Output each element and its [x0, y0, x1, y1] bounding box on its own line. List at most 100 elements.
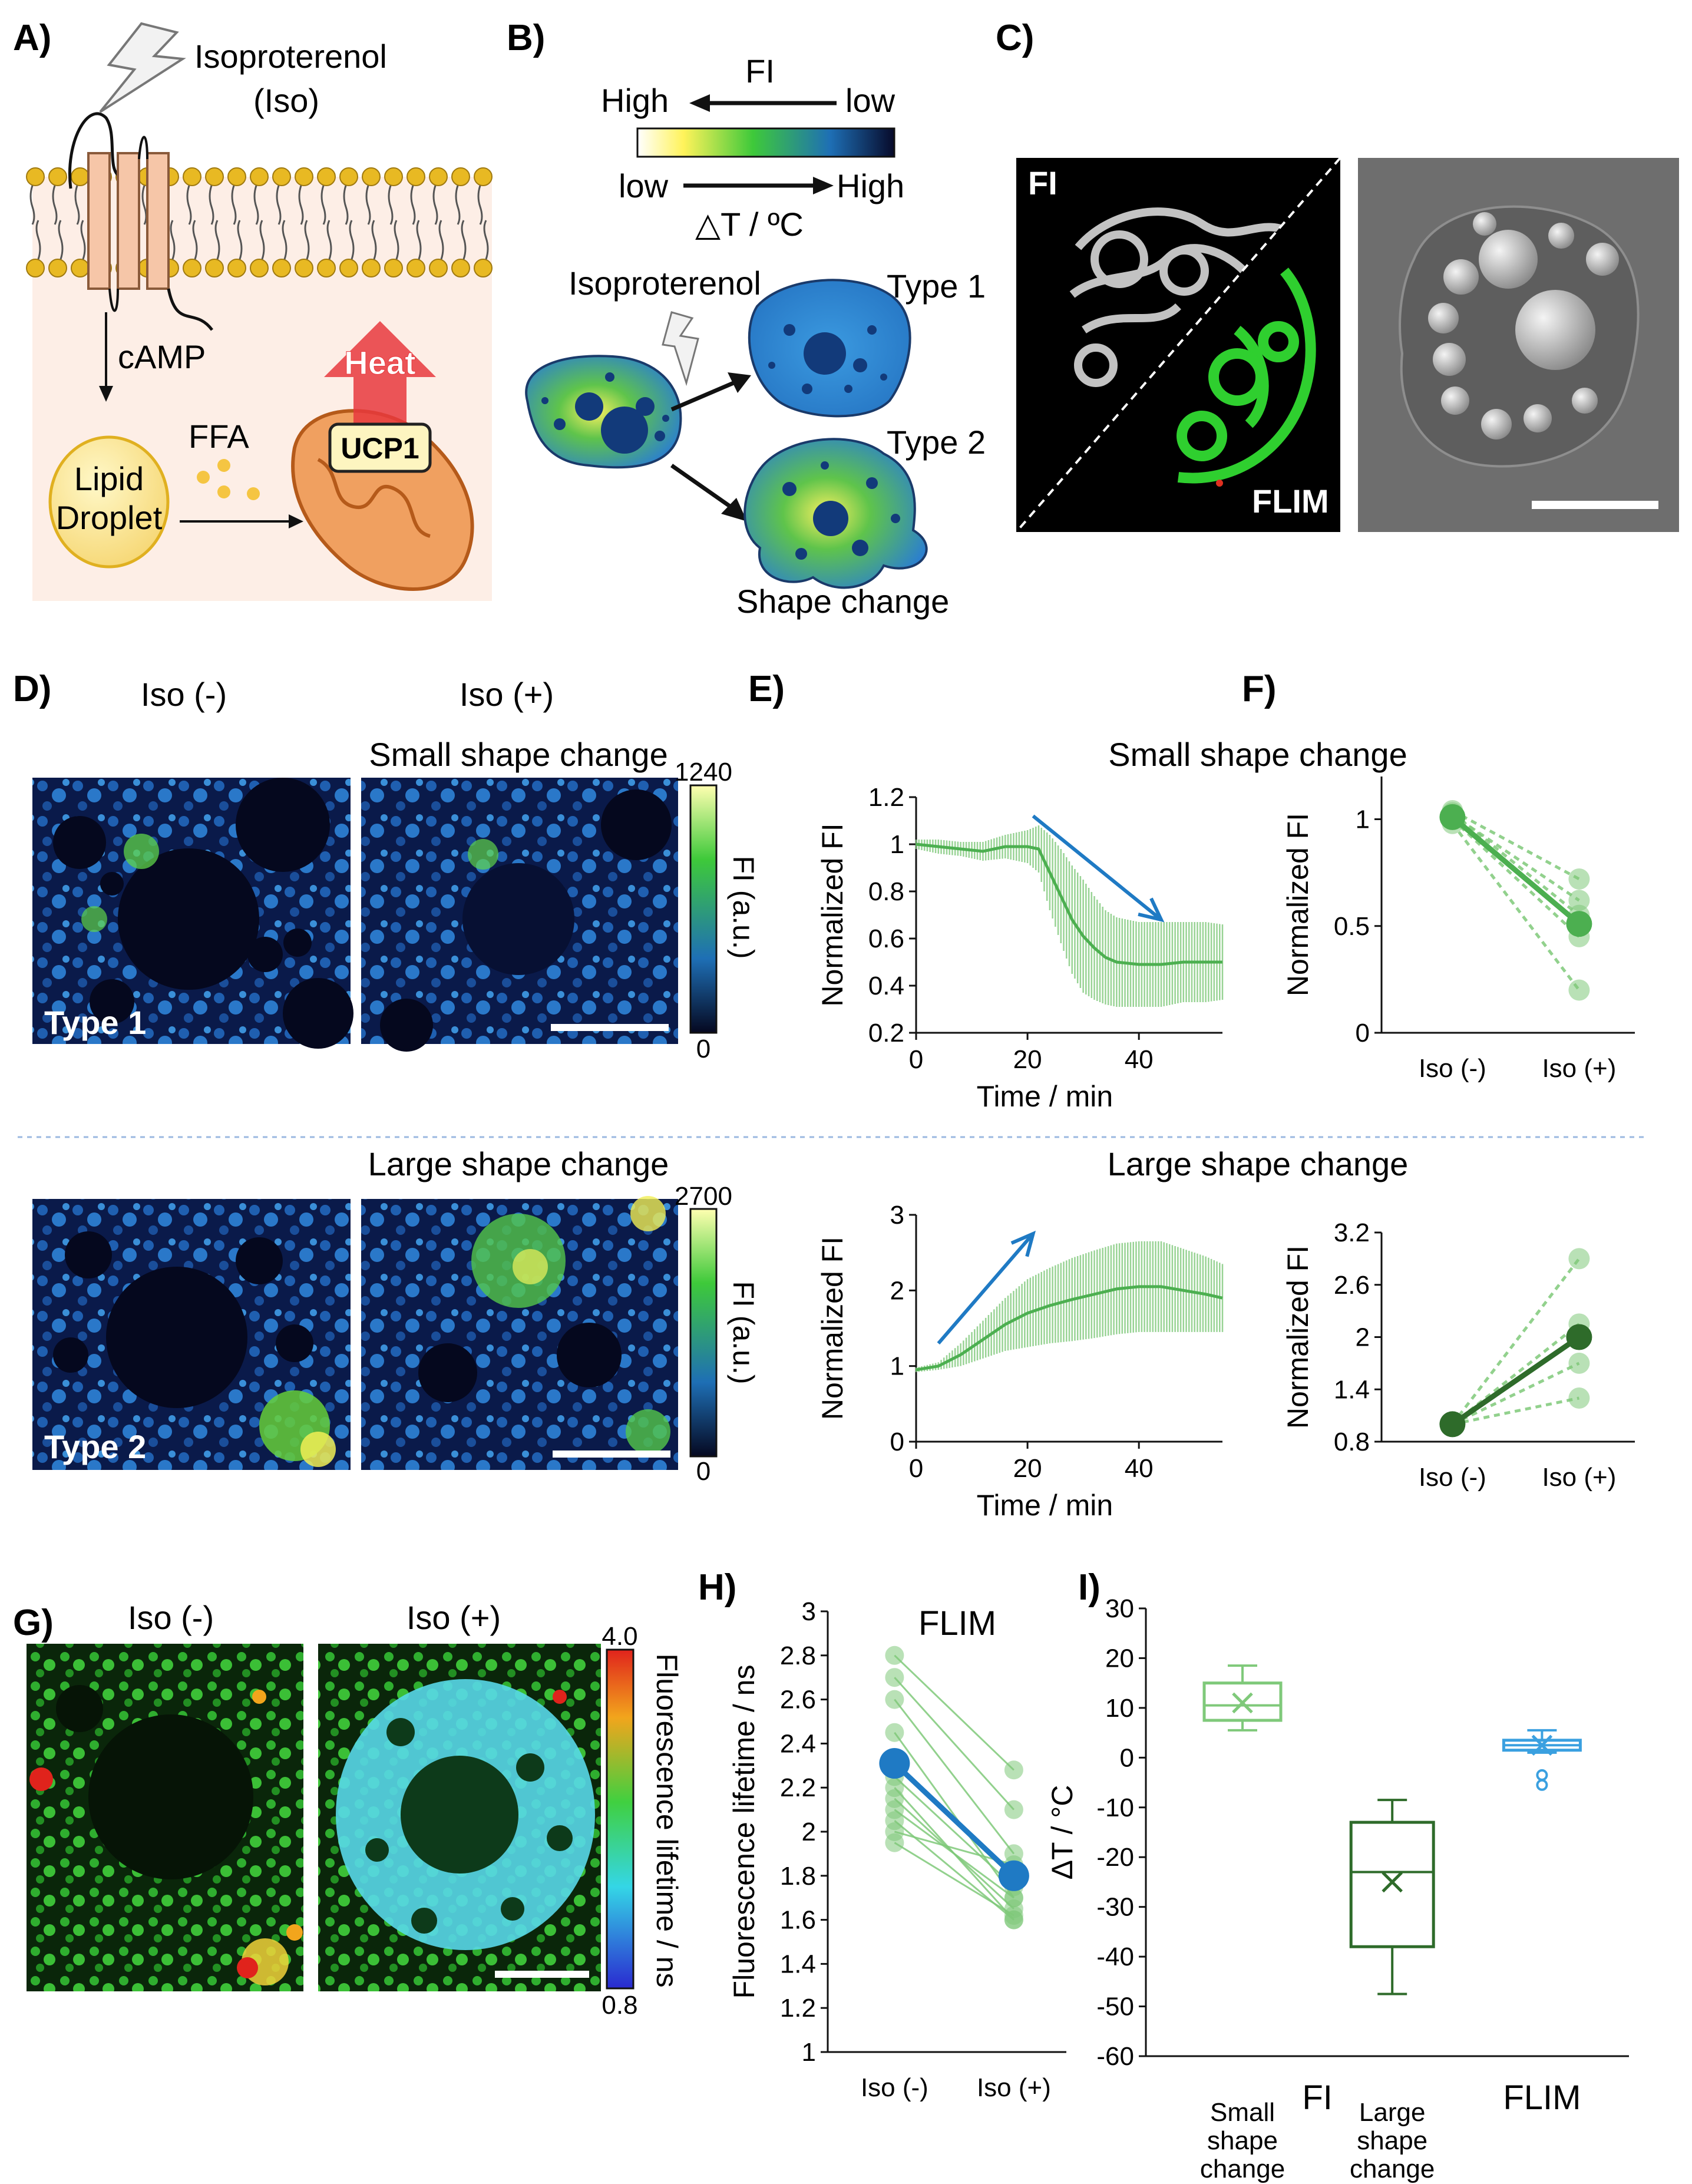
x-category-label: Iso (-): [861, 2073, 928, 2102]
lipid-tail: [74, 185, 80, 225]
y-tick-label: 1.8: [780, 1862, 816, 1891]
pair-line: [1451, 822, 1581, 992]
y-tick-label: 2.4: [780, 1729, 816, 1758]
lipid-tail: [186, 185, 192, 225]
x-tick-label: 40: [1125, 1454, 1154, 1483]
lipid-tail: [170, 220, 176, 260]
chart-f-bottom: 0.8 1.4 2 2.6 3.2 Normalized FI Iso (-) Iso (+): [1281, 1218, 1635, 1492]
delta-t-label: △T / ºC: [695, 206, 804, 243]
panel-g: G) Iso (-) Iso (+) 4.: [13, 1599, 683, 2020]
lipid-head: [295, 259, 313, 277]
panel-d-letter: D): [13, 669, 51, 709]
data-point: [1004, 1760, 1023, 1780]
data-point: [885, 1833, 904, 1852]
y-tick-label: 1.4: [1334, 1375, 1370, 1404]
d-colorbar-1: 1240 0 FI (a.u.): [675, 758, 760, 1063]
lipid-head: [451, 259, 470, 277]
lipid-head: [71, 167, 90, 186]
lipid-droplet: Lipid Droplet: [48, 435, 170, 569]
ucp1-box: UCP1: [328, 422, 432, 473]
y-tick-label: 1.2: [780, 1994, 816, 2023]
d-image-type1-plus: [361, 778, 678, 1052]
lipid-tail: [29, 185, 35, 225]
y-tick-label: 1: [802, 2038, 816, 2067]
high-top-label: High: [601, 82, 669, 119]
temperature-arrow: [683, 177, 834, 194]
g-scale-bar: [495, 1971, 589, 1978]
low-top-label: low: [845, 82, 895, 119]
pair-line: [894, 1732, 1015, 1899]
lipid-tail: [371, 220, 377, 260]
low-bottom-label: low: [619, 167, 669, 204]
mean-line: [916, 1285, 1223, 1372]
fi-arrow: [689, 94, 837, 112]
y-tick-label: 0: [1120, 1743, 1134, 1772]
d-type2-label: Type 2: [44, 1428, 146, 1465]
b-lightning-icon: [662, 311, 699, 386]
y-tick-label: -20: [1096, 1843, 1134, 1872]
lipid-head: [205, 259, 224, 277]
d-large-title: Large shape change: [368, 1145, 669, 1182]
y-tick-label: 1.6: [780, 1906, 816, 1935]
lipid-head: [227, 167, 246, 186]
lipid-tail: [237, 220, 243, 260]
y-tick-label: 2: [1356, 1323, 1370, 1352]
mean-marker: [1531, 1734, 1553, 1756]
lipid-tail: [365, 185, 371, 225]
y-tick-label: 2.8: [780, 1641, 816, 1670]
lipid-tail: [259, 220, 265, 260]
y-tick-label: 1: [1356, 805, 1370, 834]
trend-arrow-line: [1032, 814, 1162, 921]
lipid-head: [384, 167, 403, 186]
lipid-tail: [461, 220, 467, 260]
camp-arrow: [99, 312, 113, 402]
gpcr-receptor: [68, 112, 213, 331]
lipid-head: [407, 259, 425, 277]
lipid-head: [26, 167, 45, 186]
outlier-point: [1536, 1769, 1548, 1781]
box-label: Small: [1210, 2098, 1275, 2127]
lipid-head: [362, 167, 381, 186]
lipid-tail: [58, 220, 64, 260]
pair-line: [894, 1677, 1015, 1810]
y-tick-label: 0: [1356, 1019, 1370, 1048]
lipid-tail: [276, 185, 282, 225]
lipid-tail: [52, 185, 58, 225]
x-axis-label: Time / min: [977, 1080, 1113, 1113]
b-colorbar: [636, 127, 895, 158]
lipid-tail: [326, 220, 332, 260]
d-scale-bar-2: [553, 1451, 670, 1458]
type2-label: Type 2: [887, 424, 986, 461]
camp-label: cAMP: [118, 338, 206, 375]
lipid-head: [183, 259, 201, 277]
box-label: shape: [1357, 2126, 1427, 2155]
lipid-tail: [209, 185, 214, 225]
x-tick-label: 20: [1013, 1045, 1042, 1074]
lipid-tail: [410, 185, 416, 225]
lipid-head: [295, 167, 313, 186]
data-point: [885, 1690, 904, 1709]
c-fi-label: FI: [1028, 164, 1058, 201]
data-point: [1568, 868, 1590, 890]
cell-before: [525, 355, 682, 469]
data-point: [1004, 1888, 1023, 1908]
y-axis-label: Fluorescence lifetime / ns: [728, 1665, 761, 1999]
data-point: [1004, 1906, 1023, 1925]
d-image-type2-minus: Type 2: [32, 1199, 351, 1470]
lipid-head: [339, 259, 358, 277]
ffa-arrow: [180, 514, 303, 528]
high-bottom-label: High: [837, 167, 904, 204]
y-axis-label: Normalized FI: [1281, 1245, 1314, 1429]
pair-line: [1452, 809, 1580, 881]
d-iso-plus-label: Iso (+): [460, 676, 554, 713]
d-iso-minus-label: Iso (-): [141, 676, 227, 713]
g-image-iso-minus: [27, 1644, 303, 1991]
x-category-label: Iso (-): [1419, 1054, 1486, 1083]
mean-point: [879, 1748, 910, 1779]
box: [1349, 1820, 1435, 1948]
data-point: [1568, 1387, 1590, 1409]
y-axis-label: Normalized FI: [1281, 813, 1314, 996]
lipid-tail: [282, 220, 287, 260]
